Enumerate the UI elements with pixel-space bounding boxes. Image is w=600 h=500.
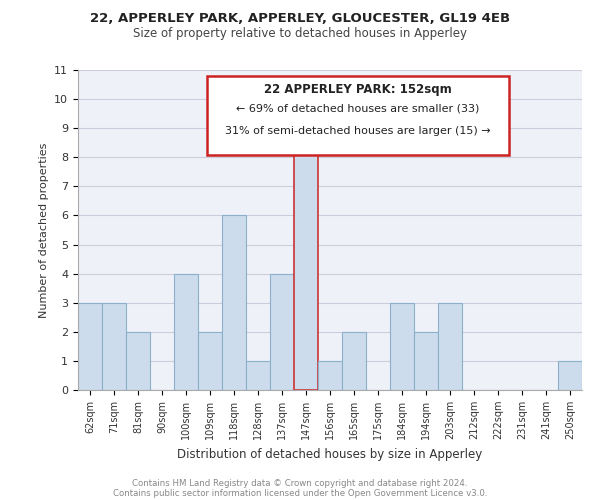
Text: Size of property relative to detached houses in Apperley: Size of property relative to detached ho… [133, 28, 467, 40]
Text: 22, APPERLEY PARK, APPERLEY, GLOUCESTER, GL19 4EB: 22, APPERLEY PARK, APPERLEY, GLOUCESTER,… [90, 12, 510, 26]
Bar [246, 361, 270, 390]
Text: ← 69% of detached houses are smaller (33): ← 69% of detached houses are smaller (33… [236, 104, 479, 114]
Bar [270, 274, 294, 390]
Bar [390, 302, 414, 390]
Bar [318, 361, 342, 390]
Bar [342, 332, 366, 390]
Bar [78, 302, 102, 390]
Y-axis label: Number of detached properties: Number of detached properties [39, 142, 49, 318]
Bar [414, 332, 438, 390]
X-axis label: Distribution of detached houses by size in Apperley: Distribution of detached houses by size … [178, 448, 482, 460]
Bar [294, 128, 318, 390]
Text: 22 APPERLEY PARK: 152sqm: 22 APPERLEY PARK: 152sqm [264, 83, 452, 96]
Bar [438, 302, 462, 390]
Bar [102, 302, 126, 390]
Text: 31% of semi-detached houses are larger (15) →: 31% of semi-detached houses are larger (… [225, 126, 491, 136]
Bar [558, 361, 582, 390]
Bar [174, 274, 198, 390]
Bar [198, 332, 222, 390]
Bar [126, 332, 150, 390]
FancyBboxPatch shape [206, 76, 509, 155]
Text: Contains HM Land Registry data © Crown copyright and database right 2024.: Contains HM Land Registry data © Crown c… [132, 478, 468, 488]
Bar [222, 216, 246, 390]
Text: Contains public sector information licensed under the Open Government Licence v3: Contains public sector information licen… [113, 488, 487, 498]
